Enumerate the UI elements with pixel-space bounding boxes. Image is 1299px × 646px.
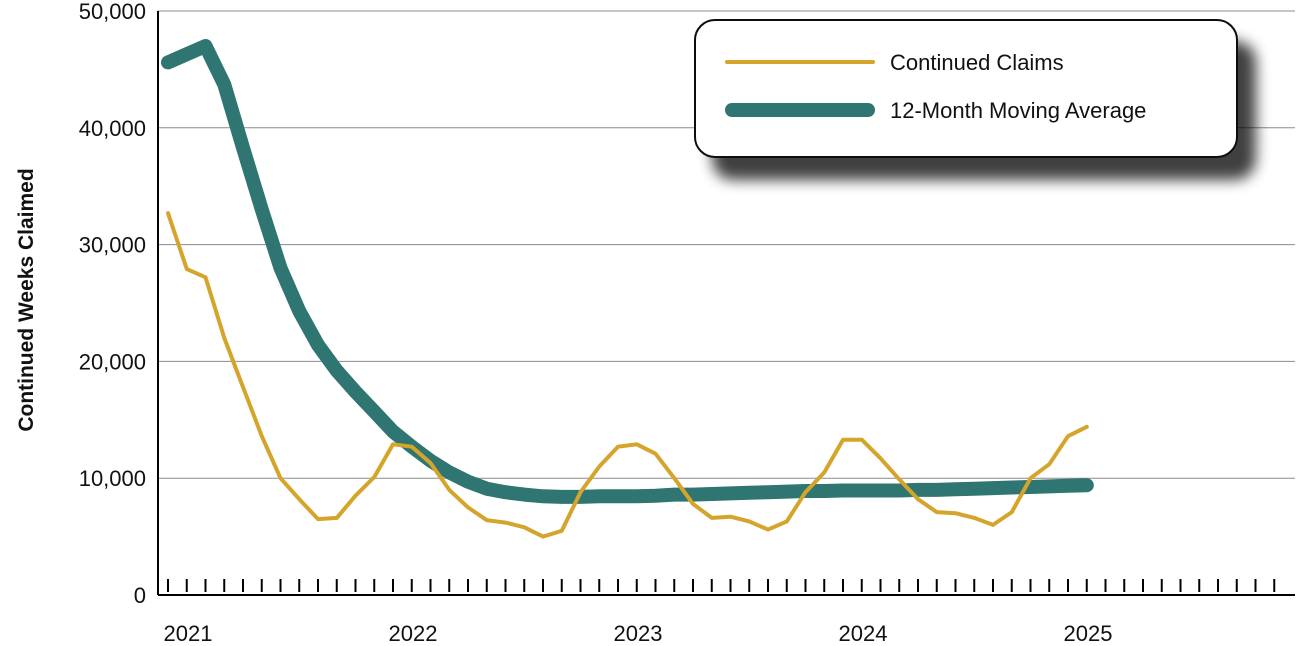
y-axis-title: Continued Weeks Claimed <box>15 168 38 431</box>
y-tick-label-0: 0 <box>134 583 146 608</box>
y-tick-label-3: 30,000 <box>79 233 146 258</box>
series-line-continued-claims <box>166 211 1089 539</box>
y-tick-label-5: 50,000 <box>79 0 146 24</box>
y-tick-labels: 0 10,000 20,000 30,000 40,000 50,000 <box>79 0 146 608</box>
series-layer <box>161 39 1094 539</box>
series-line-moving-average <box>161 39 1094 504</box>
x-tick-label-2025: 2025 <box>1064 621 1113 646</box>
y-tick-label-2: 20,000 <box>79 349 146 374</box>
y-tick-label-1: 10,000 <box>79 466 146 491</box>
x-tick-label-2022: 2022 <box>389 621 438 646</box>
legend: Continued Claims 12-Month Moving Average <box>694 19 1238 158</box>
x-tick-label-2021: 2021 <box>164 621 213 646</box>
legend-box <box>694 19 1238 158</box>
legend-label-continued-claims: Continued Claims <box>890 50 1064 75</box>
legend-label-moving-average: 12-Month Moving Average <box>890 98 1146 123</box>
axes <box>157 11 1295 596</box>
y-tick-label-4: 40,000 <box>79 116 146 141</box>
x-minor-ticks <box>167 579 1276 592</box>
x-tick-labels: 2021 2022 2023 2024 2025 <box>164 621 1113 646</box>
x-tick-label-2024: 2024 <box>839 621 888 646</box>
x-tick-label-2023: 2023 <box>614 621 663 646</box>
